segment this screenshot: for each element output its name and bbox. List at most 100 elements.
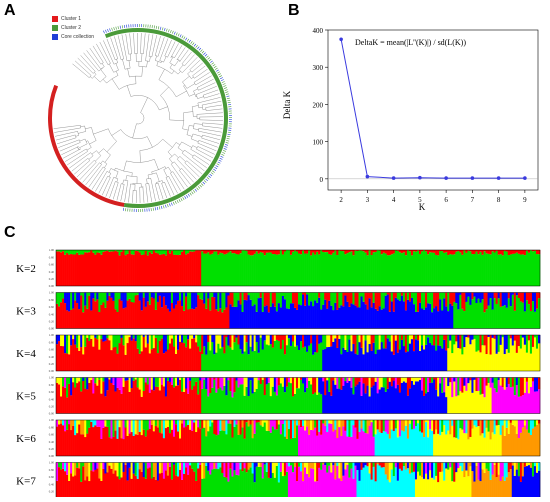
structure-bar [133, 293, 135, 303]
structure-y-tick-label: 0.60 [49, 348, 55, 352]
structure-bar [405, 293, 407, 311]
structure-bar [167, 476, 169, 497]
structure-bar [260, 463, 262, 467]
structure-bar [439, 299, 441, 328]
structure-bar [401, 471, 403, 497]
structure-bar [86, 253, 88, 286]
structure-bar [268, 383, 270, 414]
structure-bar [425, 345, 427, 371]
structure-bar [296, 481, 298, 497]
structure-bar [143, 250, 145, 255]
structure-bar [375, 293, 377, 309]
structure-bar [377, 293, 379, 311]
structure-bar [195, 481, 197, 497]
structure-bar [334, 338, 336, 371]
structure-bar [371, 480, 373, 497]
structure-bar [268, 312, 270, 328]
structure-bar [296, 388, 298, 413]
structure-bar [486, 309, 488, 328]
structure-bar [492, 432, 494, 456]
structure-bar [401, 420, 403, 430]
structure-bar [219, 387, 221, 413]
structure-bar [171, 430, 173, 456]
structure-bar [215, 378, 217, 393]
structure-bar [62, 386, 64, 413]
structure-bar [252, 306, 254, 328]
structure-bar [191, 293, 193, 309]
structure-bar [242, 384, 244, 413]
structure-bar [354, 428, 356, 456]
structure-bar [213, 293, 215, 298]
structure-bar [195, 463, 197, 481]
structure-bar [482, 433, 484, 456]
structure-bar [135, 434, 137, 456]
structure-bar [328, 293, 330, 301]
k-label: K=3 [16, 306, 36, 318]
structure-bar [407, 335, 409, 351]
structure-bar [433, 420, 435, 434]
structure-bar [165, 305, 167, 328]
x-tick-label: 2 [339, 196, 343, 204]
structure-bar [352, 425, 354, 456]
structure-bar [58, 306, 60, 328]
structure-bar [264, 395, 266, 413]
structure-bar [389, 439, 391, 456]
structure-bar [510, 254, 512, 286]
structure-bar [264, 306, 266, 328]
structure-bar [516, 335, 518, 353]
structure-bar [203, 420, 205, 428]
structure-bar [363, 251, 365, 286]
structure-bar [439, 293, 441, 300]
structure-bar [163, 335, 165, 353]
structure-bar [185, 293, 187, 297]
structure-bar [377, 350, 379, 371]
structure-bar [371, 250, 373, 255]
structure-bar [320, 335, 322, 342]
structure-bar [494, 463, 496, 465]
structure-bar [508, 434, 510, 456]
structure-bar [264, 340, 266, 371]
structure-bar [490, 298, 492, 328]
structure-bar [169, 335, 171, 343]
structure-bar [183, 343, 185, 371]
structure-bar [461, 293, 463, 309]
structure-bar [344, 293, 346, 296]
structure-bar [312, 394, 314, 413]
structure-bar [88, 293, 90, 296]
structure-bar [292, 341, 294, 371]
structure-bar [159, 463, 161, 474]
structure-bar [482, 463, 484, 470]
structure-bar [187, 309, 189, 328]
structure-bar [492, 420, 494, 432]
structure-bar [371, 293, 373, 308]
structure-bar [471, 340, 473, 371]
structure-bar [203, 378, 205, 380]
structure-bar [233, 420, 235, 427]
structure-bar [421, 433, 423, 456]
structure-bar [449, 293, 451, 304]
structure-bar [106, 335, 108, 338]
structure-bar [492, 310, 494, 329]
structure-bar [225, 250, 227, 254]
structure-bar [183, 474, 185, 497]
structure-bar [508, 335, 510, 353]
structure-bar [405, 310, 407, 328]
structure-bar [274, 335, 276, 341]
structure-bar [223, 431, 225, 456]
structure-bar [256, 467, 258, 497]
structure-bar [516, 253, 518, 286]
structure-bar [300, 378, 302, 380]
structure-bar [344, 378, 346, 382]
structure-y-tick-label: 0.60 [49, 433, 55, 437]
structure-bar [205, 254, 207, 286]
structure-bar [282, 340, 284, 371]
structure-bar [64, 293, 66, 304]
structure-bar [110, 251, 112, 286]
structure-bar [482, 345, 484, 371]
structure-bar [506, 463, 508, 478]
structure-bar [346, 420, 348, 436]
structure-bar [173, 378, 175, 388]
structure-bar [163, 378, 165, 387]
structure-bar [225, 307, 227, 328]
structure-y-tick-label: 0.20 [49, 362, 55, 366]
